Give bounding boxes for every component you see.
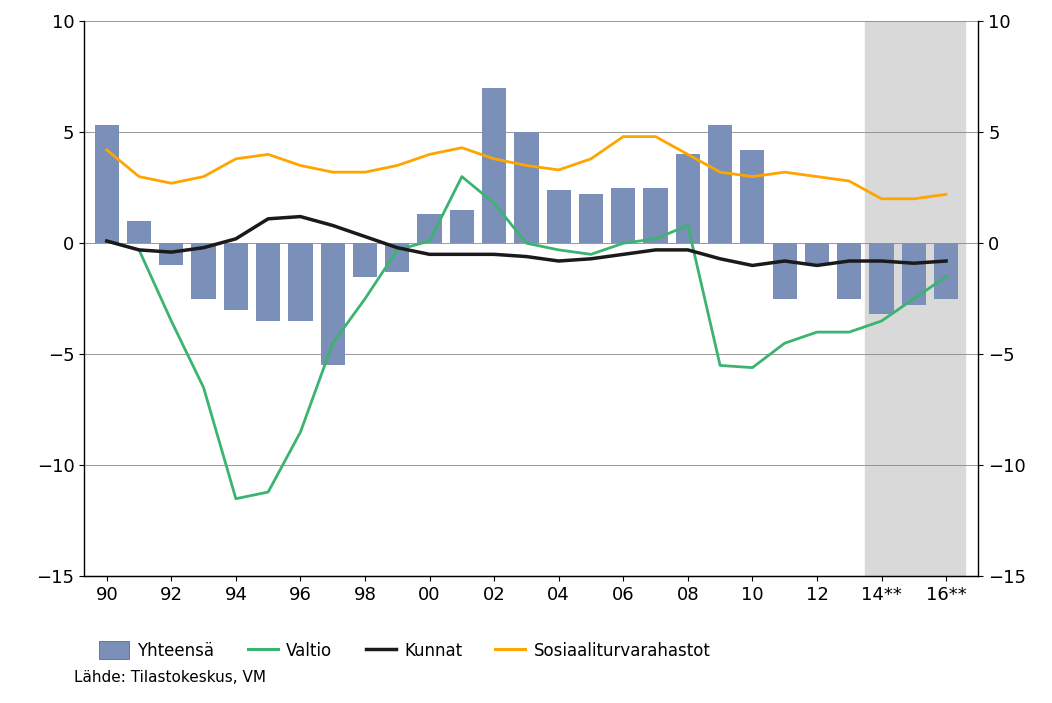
Bar	[805, 243, 829, 266]
Bar	[611, 188, 635, 243]
Bar	[708, 126, 732, 243]
Bar	[772, 243, 796, 299]
Legend: Yhteensä, Valtio, Kunnat, Sosiaaliturvarahastot: Yhteensä, Valtio, Kunnat, Sosiaaliturvar…	[93, 635, 717, 666]
Bar	[482, 88, 506, 243]
Bar	[869, 243, 893, 314]
Bar	[127, 221, 151, 243]
Bar	[191, 243, 216, 299]
Bar	[95, 126, 119, 243]
Bar	[418, 214, 442, 243]
Bar	[450, 210, 474, 243]
Bar	[385, 243, 409, 272]
Bar	[352, 243, 377, 276]
Bar	[514, 132, 539, 243]
Bar	[866, 21, 966, 576]
Text: Lähde: Tilastokeskus, VM: Lähde: Tilastokeskus, VM	[74, 671, 266, 685]
Bar	[837, 243, 862, 299]
Bar	[159, 243, 183, 266]
Bar	[741, 150, 765, 243]
Bar	[288, 243, 312, 321]
Bar	[675, 155, 700, 243]
Bar	[547, 190, 571, 243]
Bar	[224, 243, 248, 310]
Bar	[256, 243, 280, 321]
Bar	[902, 243, 926, 305]
Bar	[644, 188, 668, 243]
Bar	[321, 243, 345, 366]
Bar	[579, 194, 603, 243]
Bar	[934, 243, 958, 299]
